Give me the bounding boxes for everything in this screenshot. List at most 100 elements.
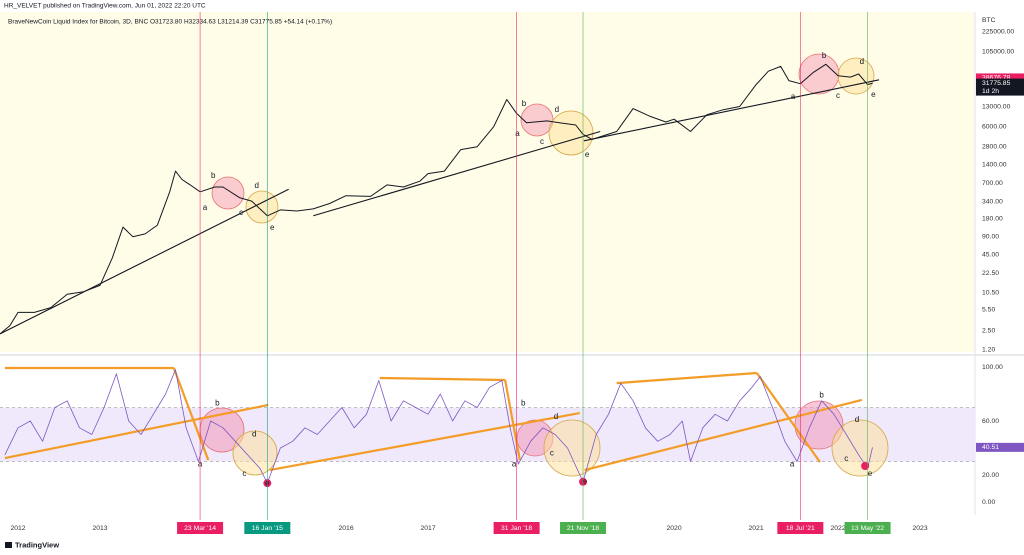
annotation: b — [521, 399, 526, 408]
y-tick-label: 100.00 — [982, 364, 1003, 371]
y-tick-label: 340.00 — [982, 199, 1003, 206]
annotation: d — [860, 57, 864, 66]
series-line — [0, 63, 873, 335]
annotation: e — [585, 150, 590, 159]
footer: TradingView — [15, 540, 59, 549]
annotation: c — [242, 469, 246, 478]
y-tick-label: 2.50 — [982, 327, 995, 334]
y-tick-label: 22.50 — [982, 270, 999, 277]
y-tick-label: 90.00 — [982, 233, 999, 240]
marker-label: 16 Jan '15 — [252, 525, 283, 532]
price-label-box — [976, 78, 1024, 96]
annotation: e — [868, 469, 873, 478]
dot — [861, 461, 870, 470]
annotation: d — [555, 105, 559, 114]
x-tick-label: 2022 — [830, 525, 845, 532]
annotation: a — [791, 92, 796, 101]
annotation: d — [855, 415, 859, 424]
trendline — [4, 403, 269, 460]
x-tick-label: 2020 — [666, 525, 681, 532]
trendline — [0, 188, 289, 335]
y-tick-label: 2800.00 — [982, 143, 1007, 150]
x-tick-label: 2021 — [748, 525, 763, 532]
annotation: c — [540, 137, 544, 146]
marker-label: 31 Jan '18 — [501, 525, 532, 532]
marker-box — [493, 522, 540, 534]
y-tick-label: 180.00 — [982, 215, 1003, 222]
trendline — [616, 371, 757, 385]
annotation: d — [252, 430, 256, 439]
circle — [831, 419, 889, 477]
annotation: b — [822, 51, 827, 60]
annotation: c — [844, 454, 848, 463]
circle — [211, 176, 245, 210]
x-tick-label: 2013 — [92, 525, 107, 532]
price-label: 38676.78 — [982, 75, 1011, 82]
annotation: e — [871, 90, 876, 99]
symbol-line: BraveNewCoin Liquid Index for Bitcoin, 3… — [8, 19, 332, 26]
annotation: d — [554, 412, 558, 421]
logo — [5, 542, 12, 548]
annotation: c — [550, 449, 554, 458]
series-line — [4, 369, 873, 484]
marker-box — [560, 522, 607, 534]
trendline — [504, 379, 521, 461]
marker-label: 21 Nov '18 — [567, 525, 600, 532]
annotation: e — [270, 223, 275, 232]
y-tick-label: 13000.00 — [982, 103, 1011, 110]
y-tick-label: 225000.00 — [982, 29, 1014, 36]
trendline — [172, 367, 210, 461]
y-tick-label: 1400.00 — [982, 162, 1007, 169]
price-panel — [0, 12, 975, 352]
circle — [232, 430, 278, 476]
y-tick-label: 0.00 — [982, 499, 995, 506]
marker-box — [177, 522, 224, 534]
circle — [548, 110, 594, 156]
annotation: c — [836, 91, 840, 100]
annotation: c — [239, 208, 243, 217]
countdown: 1d 2h — [982, 88, 999, 95]
x-tick-label: 2012 — [10, 525, 25, 532]
circle — [798, 53, 840, 95]
price-label-box — [976, 73, 1024, 83]
x-tick-label: 2023 — [912, 525, 927, 532]
trendline — [584, 398, 863, 472]
y-tick-label: 45.00 — [982, 252, 999, 259]
trendline — [583, 79, 880, 142]
axis-title: BTC — [982, 17, 996, 24]
annotation: d — [254, 181, 258, 190]
y-tick-label: 20.00 — [982, 472, 999, 479]
marker-box — [777, 522, 824, 534]
pattern-circles — [211, 53, 875, 224]
marker-box — [844, 522, 891, 534]
trendline — [379, 376, 506, 382]
annotation: a — [203, 203, 208, 212]
y-tick-label: 10.50 — [982, 290, 999, 297]
circle — [543, 419, 601, 477]
x-tick-label: 2017 — [420, 525, 435, 532]
y-tick-label: 1.20 — [982, 347, 995, 354]
price-label: 31775.85 — [982, 80, 1011, 87]
annotation: b — [522, 99, 527, 108]
annotation: b — [215, 399, 220, 408]
rsi-circles — [199, 400, 889, 477]
annotation: e — [582, 477, 587, 486]
marker-label: 13 May '22 — [851, 525, 884, 532]
value-label-box — [976, 442, 1024, 452]
annotation: a — [790, 459, 795, 468]
footer-logo — [5, 542, 12, 548]
marker-box — [244, 522, 291, 534]
y-tick-label: 60.00 — [982, 418, 999, 425]
y-tick-label: 105000.00 — [982, 49, 1014, 56]
circle — [520, 103, 554, 137]
annotation: a — [515, 129, 520, 138]
marker-label: 23 Mar '14 — [184, 525, 216, 532]
circle — [245, 190, 279, 224]
annotation: b — [819, 391, 824, 400]
trendline — [313, 130, 601, 217]
y-tick-label: 5.50 — [982, 307, 995, 314]
x-tick-label: 2016 — [338, 525, 353, 532]
trendline — [269, 411, 580, 472]
marker-label: 18 Jul '21 — [786, 525, 815, 532]
